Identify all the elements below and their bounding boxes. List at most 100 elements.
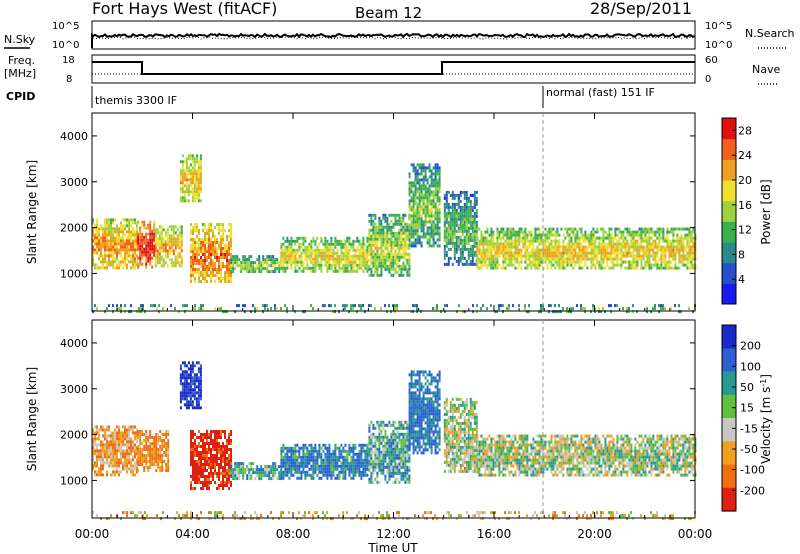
data-cell <box>672 239 675 243</box>
data-cell <box>602 307 604 311</box>
data-cell <box>96 458 98 462</box>
data-cell <box>568 245 571 249</box>
data-cell <box>512 304 514 308</box>
data-cell <box>436 199 439 203</box>
data-cell <box>400 225 403 229</box>
data-cell <box>606 254 609 258</box>
data-cell <box>432 196 435 200</box>
data-cell <box>183 397 186 401</box>
data-cell <box>670 239 673 243</box>
data-cell <box>406 267 409 271</box>
data-cell <box>192 472 194 475</box>
data-cell <box>132 455 134 459</box>
data-cell <box>514 236 517 240</box>
data-cell <box>102 245 104 249</box>
data-cell <box>438 214 441 218</box>
data-cell <box>280 251 283 255</box>
data-cell <box>156 228 159 232</box>
data-cell <box>662 260 665 264</box>
data-cell <box>678 254 681 258</box>
data-cell <box>461 226 464 230</box>
data-cell <box>690 236 693 240</box>
data-cell <box>92 257 94 261</box>
data-cell <box>632 254 635 258</box>
data-cell <box>224 445 226 448</box>
data-cell <box>457 193 460 197</box>
data-cell <box>197 175 200 179</box>
data-cell <box>524 251 527 255</box>
data-cell <box>592 260 595 264</box>
data-cell <box>430 205 433 209</box>
data-cell <box>465 232 468 236</box>
data-cell <box>394 307 396 311</box>
data-cell <box>168 225 171 229</box>
data-cell <box>428 229 431 233</box>
data-cell <box>336 239 339 243</box>
data-cell <box>455 244 458 248</box>
data-cell <box>218 223 220 226</box>
data-cell <box>166 234 169 238</box>
data-cell <box>588 233 591 237</box>
data-cell <box>222 277 224 280</box>
data-cell <box>560 260 563 264</box>
data-cell <box>638 242 641 246</box>
data-cell <box>108 452 110 456</box>
data-cell <box>402 225 405 229</box>
data-cell <box>636 257 639 261</box>
data-cell <box>624 236 627 240</box>
data-cell <box>230 247 232 250</box>
freq-panel: Freq. [MHz] 18 8 60 0 Nave <box>4 54 780 85</box>
data-cell <box>568 242 571 246</box>
data-cell <box>126 431 128 435</box>
data-cell <box>480 307 482 311</box>
data-cell <box>270 261 273 265</box>
data-cell <box>139 430 142 433</box>
data-cell <box>216 430 218 433</box>
data-cell <box>172 228 175 232</box>
data-cell <box>459 259 462 263</box>
data-cell <box>92 467 94 471</box>
data-cell <box>380 252 383 256</box>
data-cell <box>522 254 525 258</box>
data-cell <box>192 436 194 439</box>
data-cell <box>368 219 371 223</box>
data-cell <box>120 260 122 264</box>
data-cell <box>632 242 635 246</box>
data-cell <box>471 250 474 254</box>
data-cell <box>110 233 112 237</box>
data-cell <box>604 251 607 255</box>
data-cell <box>443 238 446 242</box>
data-cell <box>124 260 126 264</box>
data-cell <box>606 251 609 255</box>
data-cell <box>310 260 313 264</box>
data-cell <box>664 251 667 255</box>
data-cell <box>139 433 142 436</box>
data-cell <box>195 160 198 164</box>
data-cell <box>664 254 667 258</box>
data-cell <box>451 229 454 233</box>
data-cell <box>370 255 373 259</box>
data-cell <box>688 248 691 252</box>
data-cell <box>126 254 128 258</box>
data-cell <box>100 251 102 255</box>
data-cell <box>654 245 657 249</box>
data-cell <box>197 160 200 164</box>
data-cell <box>153 457 156 460</box>
data-cell <box>147 259 150 263</box>
data-cell <box>189 169 192 173</box>
data-cell <box>198 454 200 457</box>
data-cell <box>406 222 409 226</box>
data-cell <box>380 273 383 277</box>
data-cell <box>153 220 156 224</box>
data-cell <box>449 232 452 236</box>
data-cell <box>154 228 157 232</box>
data-cell <box>392 240 395 244</box>
data-cell <box>548 233 551 237</box>
data-cell <box>473 214 476 218</box>
data-cell <box>402 246 405 250</box>
data-cell <box>390 255 393 259</box>
data-cell <box>610 304 612 308</box>
data-cell <box>114 260 116 264</box>
data-cell <box>254 310 256 314</box>
data-cell <box>473 199 476 203</box>
